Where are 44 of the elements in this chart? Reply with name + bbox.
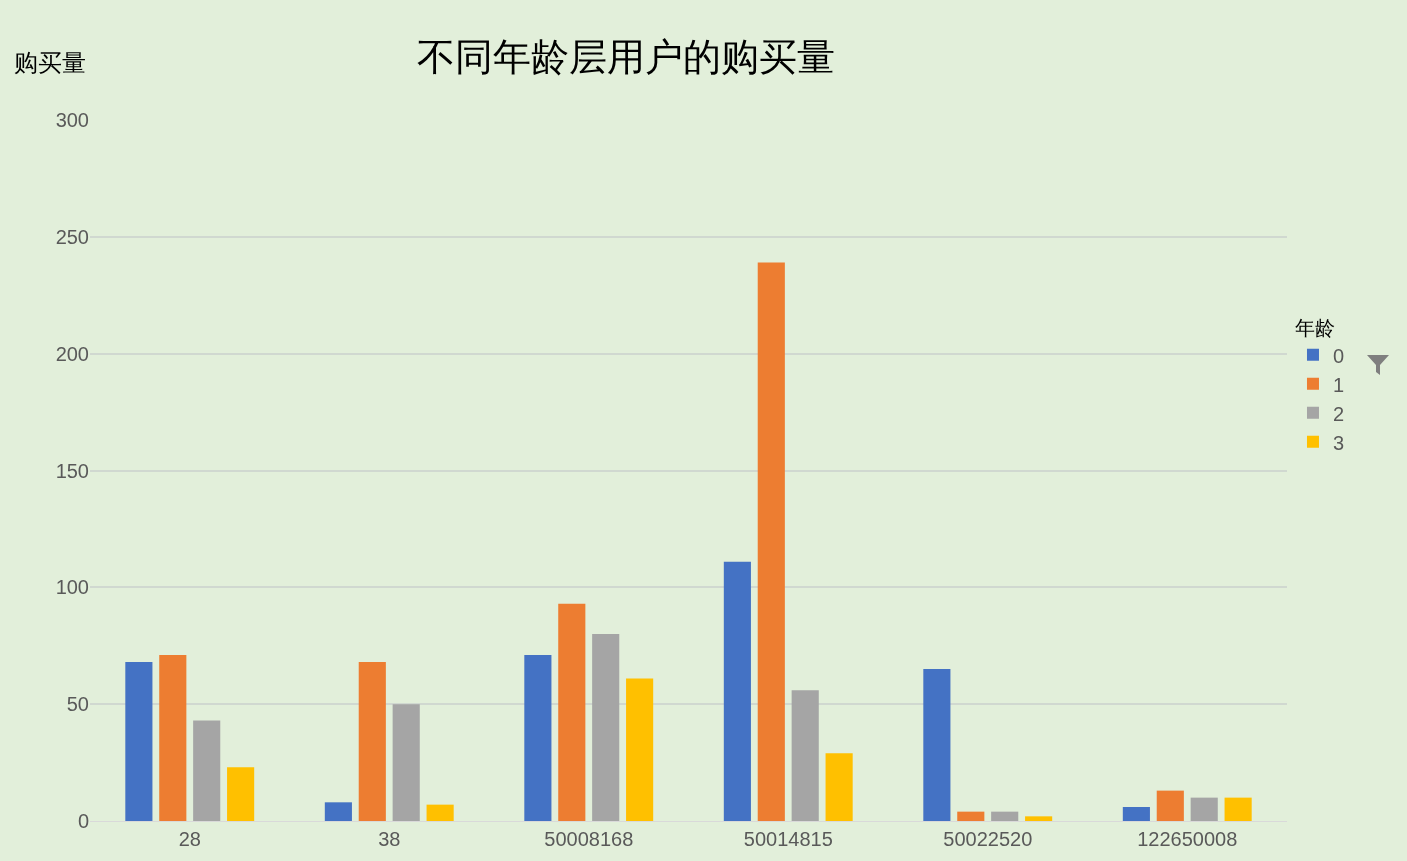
legend-label: 0 xyxy=(1332,344,1345,367)
chart-title: 不同年龄层用户的购买量 xyxy=(417,35,836,78)
x-tick-label: 50022520 xyxy=(943,828,1033,850)
bar xyxy=(1025,816,1053,821)
bar xyxy=(1190,797,1218,821)
y-tick-label: 250 xyxy=(55,225,89,248)
bar xyxy=(991,811,1019,821)
legend-title: 年龄 xyxy=(1294,317,1369,340)
bar xyxy=(193,720,221,821)
y-tick-label: 150 xyxy=(55,459,89,482)
bar xyxy=(227,767,255,821)
bar xyxy=(558,603,586,821)
bar xyxy=(324,802,352,821)
y-tick-label: 200 xyxy=(55,342,89,365)
bar xyxy=(626,678,654,821)
bar xyxy=(957,811,985,821)
legend-label: 1 xyxy=(1332,373,1345,396)
bar xyxy=(592,634,620,821)
bar xyxy=(426,804,454,821)
y-tick-label: 0 xyxy=(77,810,89,832)
bar xyxy=(1156,790,1184,821)
bar xyxy=(757,262,785,821)
bar xyxy=(1122,806,1150,821)
y-tick-label: 100 xyxy=(55,576,89,599)
bar xyxy=(358,662,386,821)
legend-label: 2 xyxy=(1332,402,1345,425)
y-tick-label: 50 xyxy=(66,693,89,716)
bar xyxy=(392,704,420,821)
bar xyxy=(159,655,187,821)
x-tick-label: 50008168 xyxy=(544,828,634,850)
x-tick-label: 28 xyxy=(178,828,201,850)
bar xyxy=(723,561,751,821)
bar xyxy=(923,669,951,821)
bar xyxy=(791,690,819,821)
y-tick-label: 300 xyxy=(55,109,89,131)
bar xyxy=(825,753,853,821)
x-tick-label: 50014815 xyxy=(743,828,833,850)
bar xyxy=(524,655,552,821)
x-tick-label: 122650008 xyxy=(1137,828,1238,850)
legend-label: 3 xyxy=(1332,431,1345,454)
bar xyxy=(125,662,153,821)
x-tick-label: 38 xyxy=(378,828,401,850)
bar xyxy=(1224,797,1252,821)
y-axis-title: 购买量 xyxy=(14,49,86,76)
